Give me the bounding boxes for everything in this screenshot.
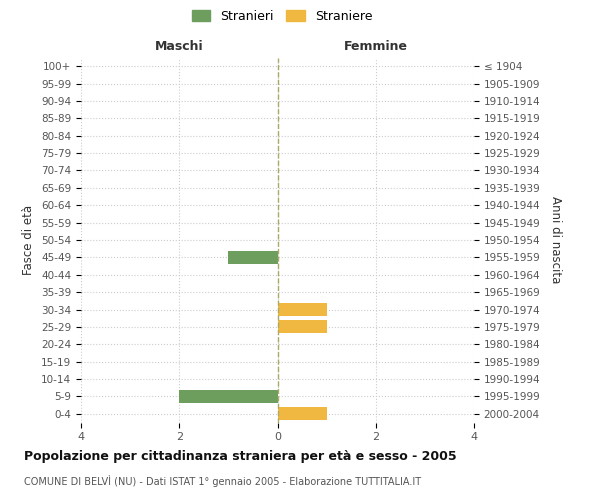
Text: Maschi: Maschi (155, 40, 203, 52)
Bar (277, 320, 326, 334)
Bar (179, 390, 277, 403)
Y-axis label: Anni di nascita: Anni di nascita (549, 196, 562, 284)
Bar (229, 251, 277, 264)
Y-axis label: Fasce di età: Fasce di età (22, 205, 35, 275)
Text: Popolazione per cittadinanza straniera per età e sesso - 2005: Popolazione per cittadinanza straniera p… (24, 450, 457, 463)
Text: Femmine: Femmine (344, 40, 408, 52)
Text: COMUNE DI BELVÌ (NU) - Dati ISTAT 1° gennaio 2005 - Elaborazione TUTTITALIA.IT: COMUNE DI BELVÌ (NU) - Dati ISTAT 1° gen… (24, 475, 421, 487)
Legend: Stranieri, Straniere: Stranieri, Straniere (188, 6, 376, 26)
Bar (277, 408, 326, 420)
Bar (277, 303, 326, 316)
